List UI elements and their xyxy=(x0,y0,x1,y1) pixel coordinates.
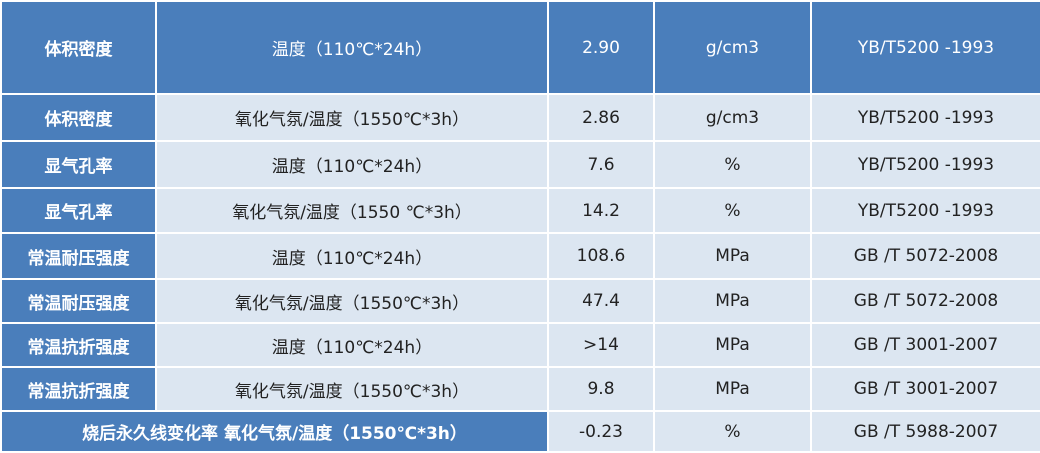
header-row: 体积密度 温度（110℃*24h） 2.90 g/cm3 YB/T5200 -1993 xyxy=(0,0,1040,95)
table-cell: 氧化气氛/温度（1550℃*3h） xyxy=(155,278,549,324)
table-cell: MPa xyxy=(653,278,812,324)
table-cell: 47.4 xyxy=(547,278,655,324)
table-cell: MPa xyxy=(653,232,812,280)
table-cell: MPa xyxy=(653,366,812,412)
table-cell: 9.8 xyxy=(547,366,655,412)
table-cell: MPa xyxy=(653,322,812,368)
table-cell: 7.6 xyxy=(547,140,655,189)
table-cell: g/cm3 xyxy=(653,0,812,95)
table-cell: 常温抗折强度 xyxy=(0,366,157,412)
table-cell: 氧化气氛/温度（1550 ℃*3h） xyxy=(155,187,549,234)
table-cell: 温度（110℃*24h） xyxy=(155,322,549,368)
table-cell: 显气孔率 xyxy=(0,187,157,234)
table-cell: GB /T 5072-2008 xyxy=(810,232,1040,280)
table-row: 烧后永久线变化率 氧化气氛/温度（1550℃*3h） -0.23% GB /T 59… xyxy=(0,410,1040,453)
table-cell: -0.23 xyxy=(547,410,655,453)
table-cell: 氧化气氛/温度（1550℃*3h） xyxy=(155,93,549,142)
table-row: 常温耐压强度 温度（110℃*24h） 108.6 MPa GB /T 5072-200… xyxy=(0,232,1040,280)
table-cell: GB /T 5988-2007 xyxy=(810,410,1040,453)
table-cell: % xyxy=(653,140,812,189)
table-cell: 14.2 xyxy=(547,187,655,234)
table-cell: 体积密度 xyxy=(0,93,157,142)
table-cell: 温度（110℃*24h） xyxy=(155,232,549,280)
table-cell: 常温耐压强度 xyxy=(0,232,157,280)
table-cell: 108.6 xyxy=(547,232,655,280)
table-row: 常温耐压强度 氧化气氛/温度（1550℃*3h） 47.4 MPa GB /T 5072… xyxy=(0,278,1040,324)
table-row: 常温抗折强度 氧化气氛/温度（1550℃*3h） 9.8 MPa GB /T 3001-… xyxy=(0,366,1040,412)
table-cell: % xyxy=(653,187,812,234)
table-cell: YB/T5200 -1993 xyxy=(810,140,1040,189)
table-cell: 温度（110℃*24h） xyxy=(155,140,549,189)
table-cell: 2.86 xyxy=(547,93,655,142)
table-row: 显气孔率 氧化气氛/温度（1550 ℃*3h） 14.2% YB/T5200 -199… xyxy=(0,187,1040,234)
table-cell: YB/T5200 -1993 xyxy=(810,93,1040,142)
table-cell: 体积密度 xyxy=(0,0,157,95)
table-cell: YB/T5200 -1993 xyxy=(810,0,1040,95)
table-cell: >14 xyxy=(547,322,655,368)
table-cell: 氧化气氛/温度（1550℃*3h） xyxy=(155,366,549,412)
table-cell: 2.90 xyxy=(547,0,655,95)
table-cell: GB /T 3001-2007 xyxy=(810,322,1040,368)
table-cell: GB /T 3001-2007 xyxy=(810,366,1040,412)
table-cell: YB/T5200 -1993 xyxy=(810,187,1040,234)
table-cell: 温度（110℃*24h） xyxy=(155,0,549,95)
table-row: 体积密度 氧化气氛/温度（1550℃*3h） 2.86 g/cm3 YB/T5200 -… xyxy=(0,93,1040,142)
table-cell: GB /T 5072-2008 xyxy=(810,278,1040,324)
table-cell: % xyxy=(653,410,812,453)
table-cell: g/cm3 xyxy=(653,93,812,142)
table-row: 常温抗折强度 温度（110℃*24h） >14 MPa GB /T 3001-2007 xyxy=(0,322,1040,368)
table-cell: 常温抗折强度 xyxy=(0,322,157,368)
table-row: 显气孔率 温度（110℃*24h） 7.6% YB/T5200 -1993 xyxy=(0,140,1040,189)
table-cell: 烧后永久线变化率 氧化气氛/温度（1550℃*3h） xyxy=(0,410,549,453)
table-cell: 显气孔率 xyxy=(0,140,157,189)
table-cell: 常温耐压强度 xyxy=(0,278,157,324)
